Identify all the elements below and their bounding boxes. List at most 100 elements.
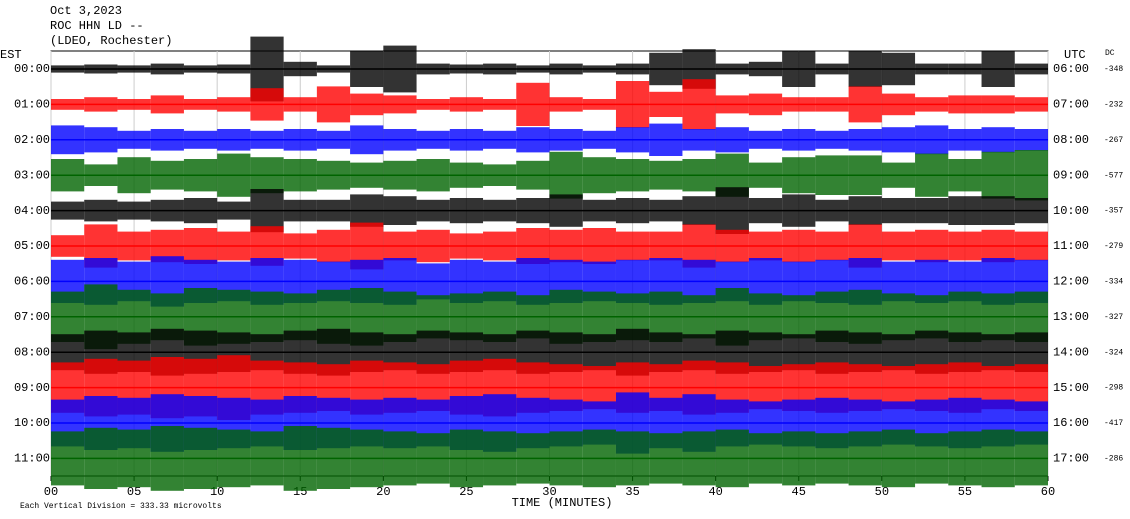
trace-segment — [682, 159, 716, 192]
trace-segment — [51, 201, 85, 220]
utc-label: 13:00 — [1053, 310, 1089, 324]
trace-segment — [649, 231, 683, 261]
trace-segment — [183, 130, 218, 149]
trace-segment — [283, 61, 317, 77]
trace-segment — [250, 189, 284, 233]
x-tick-label: 20 — [376, 485, 390, 499]
utc-label: 08:00 — [1053, 133, 1089, 147]
trace-segment — [183, 65, 218, 73]
trace-segment — [117, 429, 151, 488]
trace-segment — [383, 231, 417, 261]
trace-segment — [183, 228, 218, 264]
dc-label: -334 — [1104, 278, 1123, 287]
x-tick-label: 45 — [792, 485, 806, 499]
trace-segment — [915, 63, 949, 75]
trace-segment — [981, 429, 1015, 488]
x-tick-label: 05 — [127, 485, 141, 499]
trace-segment — [183, 159, 218, 192]
trace-segment — [283, 97, 317, 112]
trace-segment — [150, 95, 184, 114]
trace-segment — [84, 199, 118, 222]
trace-segment — [183, 198, 218, 224]
trace-segment — [682, 79, 716, 130]
trace-segment — [549, 129, 583, 151]
trace-segment — [51, 99, 85, 110]
trace-segment — [948, 129, 982, 151]
trace-segment — [250, 431, 284, 486]
utc-label: 11:00 — [1053, 239, 1089, 253]
trace-segment — [416, 199, 450, 222]
trace-segment — [150, 129, 184, 151]
trace-segment — [516, 65, 550, 73]
trace-segment — [715, 127, 749, 153]
trace-segment — [549, 97, 583, 112]
trace-segment — [948, 95, 982, 114]
x-tick-label: 30 — [542, 485, 556, 499]
trace-segment — [848, 155, 882, 195]
trace-segment — [150, 63, 184, 75]
trace-segment — [682, 129, 716, 151]
trace-segment — [815, 433, 849, 484]
trace-segment — [217, 231, 251, 261]
trace-segment — [84, 427, 118, 489]
trace-segment — [117, 157, 151, 194]
trace-segment — [615, 159, 650, 192]
trace-segment — [948, 431, 982, 486]
utc-label: 06:00 — [1053, 62, 1089, 76]
trace-segment — [51, 291, 85, 342]
trace-segment — [748, 93, 783, 116]
dc-label: -298 — [1104, 384, 1123, 393]
trace-segment — [1014, 63, 1048, 75]
trace-segment — [549, 63, 583, 75]
trace-segment — [416, 433, 450, 484]
est-label: 00:00 — [14, 62, 50, 76]
trace-segment — [117, 130, 151, 149]
trace-segment — [51, 431, 85, 486]
trace-segment — [449, 129, 484, 151]
trace-segment — [217, 153, 251, 197]
trace-segment — [881, 93, 916, 116]
trace-segment — [848, 129, 882, 151]
trace-segment — [449, 198, 484, 224]
trace-segment — [748, 198, 783, 224]
trace-segment — [350, 93, 384, 116]
trace-segment — [1014, 97, 1048, 112]
trace-segment — [815, 155, 849, 195]
est-label: 03:00 — [14, 168, 50, 182]
trace-segment — [150, 160, 184, 190]
trace-segment — [649, 433, 683, 484]
title-line: Oct 3,2023 — [50, 4, 122, 18]
trace-segment — [715, 187, 749, 234]
est-label: 09:00 — [14, 381, 50, 395]
est-label: 10:00 — [14, 416, 50, 430]
trace-segment — [449, 429, 484, 488]
trace-segment — [549, 151, 583, 199]
trace-segment — [881, 198, 916, 224]
trace-segment — [449, 64, 484, 74]
trace-segment — [981, 293, 1015, 341]
trace-segment — [316, 427, 351, 489]
trace-segment — [483, 431, 517, 486]
trace-segment — [715, 95, 749, 114]
utc-label: 09:00 — [1053, 168, 1089, 182]
trace-segment — [150, 199, 184, 222]
trace-segment — [782, 261, 816, 302]
trace-segment — [715, 63, 749, 75]
trace-segment — [915, 125, 949, 155]
trace-segment — [383, 431, 417, 486]
trace-segment — [150, 426, 184, 491]
trace-segment — [549, 194, 583, 227]
est-label: 04:00 — [14, 204, 50, 218]
trace-segment — [582, 199, 616, 222]
trace-segment — [748, 130, 783, 149]
est-label: 02:00 — [14, 133, 50, 147]
trace-segment — [615, 198, 650, 224]
trace-segment — [383, 291, 417, 342]
trace-segment — [848, 86, 882, 123]
trace-segment — [1014, 198, 1048, 224]
trace-segment — [283, 233, 317, 259]
title-line: ROC HHN LD -- — [50, 19, 144, 33]
trace-segment — [615, 63, 650, 75]
trace-segment — [283, 426, 317, 491]
trace-segment — [981, 196, 1015, 225]
